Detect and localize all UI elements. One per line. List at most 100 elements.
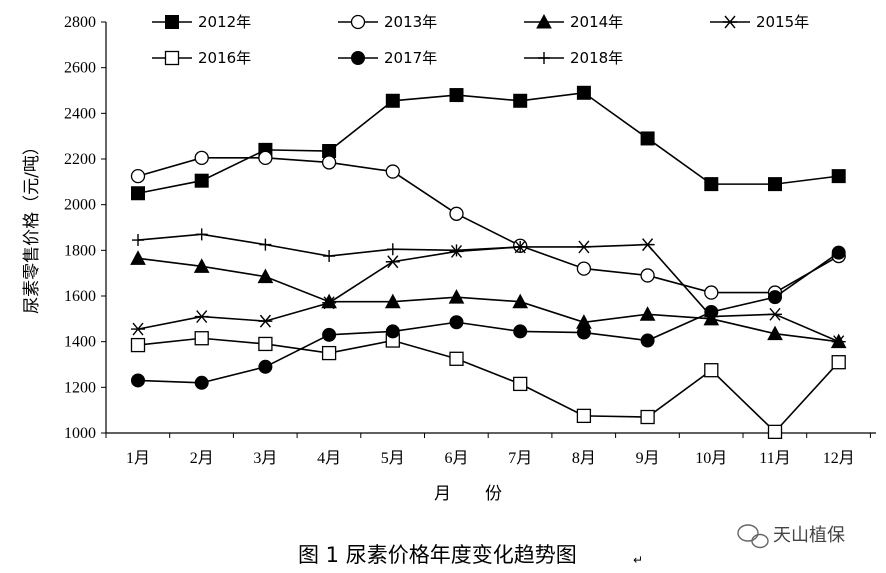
data-point bbox=[831, 245, 846, 260]
data-point bbox=[194, 331, 209, 346]
x-tick-label: 5月 bbox=[381, 450, 405, 467]
data-point bbox=[704, 285, 719, 300]
data-point bbox=[386, 243, 399, 256]
x-tick-label: 8月 bbox=[572, 450, 596, 467]
x-tick-label: 12月 bbox=[823, 450, 855, 467]
watermark: 天山植保 bbox=[737, 524, 845, 549]
legend-label: 2013年 bbox=[384, 13, 437, 31]
legend-label: 2016年 bbox=[198, 49, 251, 67]
legend-marker bbox=[165, 15, 179, 29]
data-point bbox=[322, 296, 337, 310]
data-point bbox=[704, 363, 719, 378]
x-tick-label: 7月 bbox=[508, 450, 532, 467]
x-axis-title: 月 份 bbox=[434, 484, 502, 504]
y-tick-label: 1200 bbox=[64, 379, 96, 396]
data-point bbox=[131, 373, 145, 388]
caption-return-mark: ↵ bbox=[633, 553, 643, 567]
legend-item: 2015年 bbox=[710, 13, 809, 31]
data-point bbox=[194, 150, 209, 166]
watermark-text: 天山植保 bbox=[773, 525, 845, 546]
legend-item: 2017年 bbox=[338, 49, 437, 67]
y-tick-label: 2600 bbox=[64, 60, 96, 77]
data-point bbox=[384, 293, 401, 309]
data-point bbox=[385, 164, 400, 179]
series-3 bbox=[130, 250, 847, 349]
x-tick-label: 1月 bbox=[126, 450, 150, 467]
data-point bbox=[194, 375, 209, 390]
data-point bbox=[768, 290, 782, 305]
data-point bbox=[130, 250, 146, 265]
legend-marker bbox=[350, 14, 366, 30]
data-point bbox=[194, 173, 209, 188]
legend-label: 2014年 bbox=[570, 13, 623, 31]
legend-marker bbox=[164, 50, 180, 66]
data-point bbox=[257, 268, 274, 284]
data-point bbox=[258, 314, 273, 328]
legend-label: 2017年 bbox=[384, 49, 437, 67]
data-point bbox=[195, 228, 208, 241]
x-tick-label: 2月 bbox=[190, 450, 214, 467]
data-point bbox=[258, 336, 273, 352]
data-point bbox=[640, 409, 655, 425]
data-point bbox=[576, 325, 591, 340]
legend-item: 2016年 bbox=[152, 49, 251, 67]
chart-series bbox=[130, 85, 847, 440]
series-1 bbox=[131, 85, 846, 201]
legend-marker bbox=[351, 51, 365, 65]
data-point bbox=[768, 307, 782, 321]
data-point bbox=[831, 169, 846, 184]
data-point bbox=[258, 150, 273, 166]
x-tick-label: 3月 bbox=[253, 450, 277, 467]
x-tick-label: 11月 bbox=[759, 450, 790, 467]
y-tick-label: 1800 bbox=[64, 242, 96, 259]
data-point bbox=[767, 424, 783, 440]
data-point bbox=[576, 261, 592, 276]
chart-legend: 2012年 2013年 2014年 2015年 2016年 2017年 2018年 bbox=[152, 13, 809, 67]
data-point bbox=[767, 325, 783, 341]
data-point bbox=[640, 238, 655, 252]
y-tick-label: 2400 bbox=[64, 105, 96, 122]
x-tick-label: 9月 bbox=[636, 450, 660, 467]
data-point bbox=[640, 268, 655, 283]
data-point bbox=[385, 324, 400, 339]
data-point bbox=[576, 408, 592, 424]
data-point bbox=[130, 337, 146, 353]
data-point bbox=[449, 88, 464, 103]
data-point bbox=[448, 289, 465, 304]
data-point bbox=[132, 234, 144, 247]
data-point bbox=[450, 244, 463, 257]
data-point bbox=[640, 333, 655, 348]
series-line bbox=[137, 91, 839, 195]
y-tick-label: 2200 bbox=[64, 151, 96, 168]
legend-item: 2013年 bbox=[338, 13, 437, 31]
legend-label: 2012年 bbox=[198, 13, 251, 31]
data-point bbox=[576, 240, 591, 254]
series-7 bbox=[132, 228, 527, 263]
data-point bbox=[385, 93, 400, 108]
legend-marker bbox=[538, 52, 550, 64]
x-tick-label: 6月 bbox=[444, 450, 468, 467]
wechat-icon bbox=[737, 524, 769, 549]
figure-caption: 图 1 尿素价格年度变化趋势图 bbox=[298, 543, 577, 567]
data-point bbox=[640, 131, 655, 146]
data-point bbox=[514, 240, 527, 253]
data-point bbox=[768, 177, 782, 192]
data-point bbox=[323, 250, 336, 263]
data-point bbox=[704, 304, 719, 319]
data-point bbox=[639, 306, 656, 321]
series-5 bbox=[130, 331, 846, 440]
data-point bbox=[704, 177, 719, 192]
legend-item: 2018年 bbox=[524, 49, 623, 67]
data-point bbox=[449, 315, 464, 330]
y-tick-label: 2800 bbox=[64, 14, 96, 31]
data-point bbox=[449, 351, 464, 366]
data-point bbox=[321, 155, 337, 170]
x-tick-label: 4月 bbox=[317, 450, 341, 467]
data-point bbox=[831, 335, 846, 349]
data-point bbox=[831, 355, 846, 370]
data-point bbox=[322, 327, 337, 342]
legend-item: 2014年 bbox=[524, 13, 623, 31]
series-line bbox=[137, 251, 840, 384]
legend-item: 2012年 bbox=[152, 13, 251, 31]
